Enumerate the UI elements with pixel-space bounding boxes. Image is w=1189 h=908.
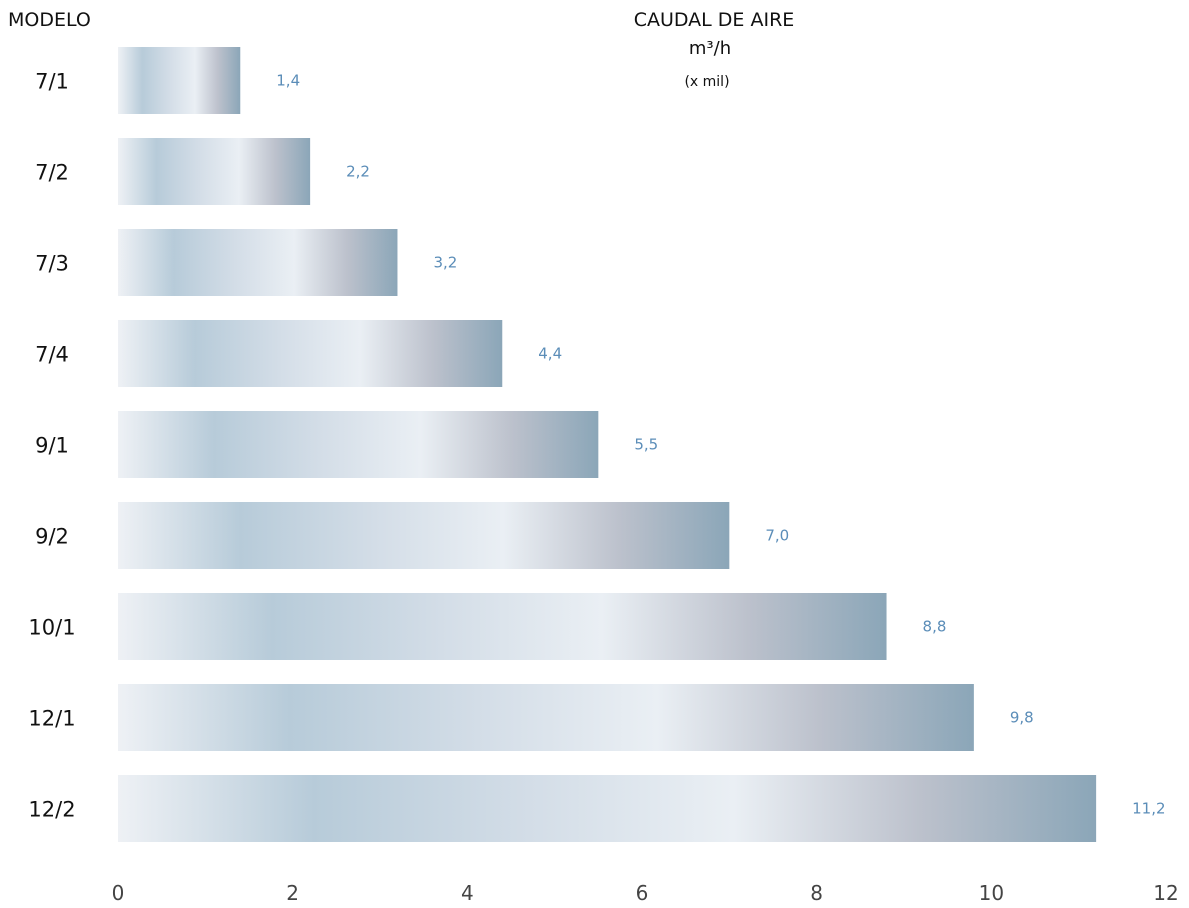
category-label: 7/2	[35, 161, 69, 185]
bar-10-1	[118, 593, 887, 660]
value-label: 7,0	[765, 527, 789, 545]
value-label: 9,8	[1010, 709, 1034, 727]
bar-7-1	[118, 47, 241, 114]
category-label: 9/2	[35, 525, 69, 549]
x-tick-label: 0	[112, 881, 125, 905]
value-label: 11,2	[1132, 800, 1165, 818]
category-label: 12/1	[28, 707, 75, 731]
bar-7-4	[118, 320, 503, 387]
value-label: 5,5	[634, 436, 658, 454]
x-tick-label: 10	[979, 881, 1004, 905]
bar-12-2	[118, 775, 1097, 842]
value-label: 3,2	[433, 254, 457, 272]
value-labels: 1,4 2,2 3,2 4,4 5,5 7,0 8,8 9,8 11,2	[276, 72, 1165, 818]
x-axis-ticks: 0 2 4 6 8 10 12	[112, 881, 1179, 905]
x-tick-label: 12	[1153, 881, 1178, 905]
value-axis-unit: m³/h	[689, 38, 731, 59]
bar-9-2	[118, 502, 730, 569]
value-label: 1,4	[276, 72, 300, 90]
x-tick-label: 8	[810, 881, 823, 905]
x-tick-label: 6	[636, 881, 649, 905]
bar-9-1	[118, 411, 599, 478]
value-axis-title: CAUDAL DE AIRE	[634, 9, 795, 31]
category-label: 10/1	[28, 616, 75, 640]
category-label: 9/1	[35, 434, 69, 458]
x-tick-label: 4	[461, 881, 474, 905]
category-label: 7/1	[35, 70, 69, 94]
bar-12-1	[118, 684, 974, 751]
bars	[118, 47, 1097, 842]
value-label: 8,8	[923, 618, 947, 636]
category-label: 7/4	[35, 343, 69, 367]
category-label: 12/2	[28, 798, 75, 822]
category-label: 7/3	[35, 252, 69, 276]
bar-7-3	[118, 229, 398, 296]
x-tick-label: 2	[286, 881, 299, 905]
value-axis-unit-note: (x mil)	[684, 74, 729, 90]
category-labels: 7/1 7/2 7/3 7/4 9/1 9/2 10/1 12/1 12/2	[28, 70, 75, 822]
bar-7-2	[118, 138, 311, 205]
value-label: 2,2	[346, 163, 370, 181]
category-axis-label: MODELO	[8, 9, 91, 31]
value-label: 4,4	[538, 345, 562, 363]
